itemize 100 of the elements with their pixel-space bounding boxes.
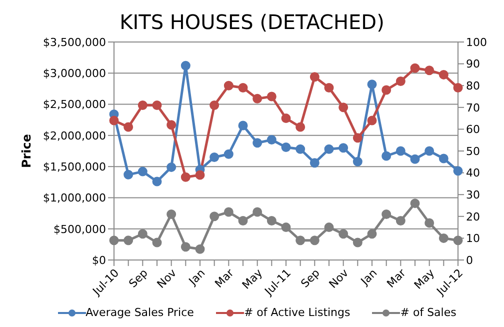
x-tick-label: Jan [358, 266, 380, 288]
point [352, 238, 362, 248]
point [352, 133, 362, 143]
point [324, 83, 334, 93]
point [124, 236, 134, 246]
point [238, 216, 248, 226]
chart-title: KITS HOUSES (DETACHED) [118, 9, 386, 36]
x-tick-label: Nov [154, 266, 180, 291]
point [124, 122, 134, 132]
point [138, 100, 148, 110]
y2-tick-label: 70 [466, 101, 480, 114]
y-tick-label: $2,500,000 [43, 98, 106, 112]
point [180, 60, 190, 70]
y2-tick-label: 30 [466, 188, 480, 202]
y-tick-label: $500,000 [54, 222, 106, 236]
point [166, 120, 176, 130]
y2-tick-label: 10 [466, 232, 480, 246]
point [138, 166, 148, 176]
point [252, 138, 262, 148]
y-axis-title: Price [19, 134, 34, 168]
y-tick-label: $3,000,000 [43, 67, 106, 80]
y-tick-label: $0 [92, 254, 106, 267]
point [296, 144, 306, 154]
y2-tick-label: 40 [466, 166, 480, 180]
point [180, 172, 190, 182]
y2-tick-label: 50 [466, 144, 480, 158]
legend-label: # of Active Listings [242, 306, 350, 319]
point [438, 233, 448, 243]
point [195, 244, 205, 254]
point [296, 122, 306, 132]
point [138, 229, 148, 239]
point [453, 83, 463, 93]
point [166, 162, 176, 172]
y-tick-label: $1,500,000 [43, 160, 106, 174]
point [266, 92, 276, 102]
point [424, 218, 434, 228]
legend-label: Average Sales Price [84, 306, 194, 319]
point [238, 120, 248, 130]
point [238, 83, 248, 93]
legend-label: # of Sales [399, 306, 456, 319]
point [367, 80, 377, 90]
point [310, 72, 320, 82]
point [210, 152, 220, 162]
point [382, 151, 392, 161]
point [424, 146, 434, 156]
point [210, 100, 220, 110]
point [252, 207, 262, 217]
y-tick-label: $3,500,000 [43, 36, 106, 49]
point [396, 76, 406, 86]
point [367, 229, 377, 239]
point [152, 100, 162, 110]
point [281, 142, 291, 152]
point [396, 216, 406, 226]
point [324, 144, 334, 154]
point [453, 166, 463, 176]
point [224, 80, 234, 90]
point [180, 242, 190, 252]
point [338, 143, 348, 153]
point [252, 94, 262, 104]
point [310, 236, 320, 246]
y2-tick-label: 60 [466, 123, 480, 136]
point [396, 146, 406, 156]
point [224, 149, 234, 159]
point [124, 170, 134, 180]
point [109, 116, 119, 126]
point [410, 63, 420, 73]
point [296, 236, 306, 246]
x-tick-label: Sep [126, 266, 150, 290]
point [266, 135, 276, 145]
point [310, 158, 320, 168]
point [338, 102, 348, 112]
point [382, 85, 392, 95]
y2-tick-label: 0 [466, 254, 473, 267]
y2-tick-label: 20 [466, 210, 480, 224]
x-tick-label: Mar [212, 266, 237, 290]
point [410, 198, 420, 208]
point [281, 222, 291, 232]
point [424, 66, 434, 76]
y2-tick-label: 90 [466, 58, 480, 71]
x-tick-label: Jan [186, 266, 208, 288]
y2-tick-label: 80 [466, 80, 480, 93]
point [410, 154, 420, 164]
point [453, 236, 463, 246]
point [338, 229, 348, 239]
point [266, 216, 276, 226]
point [438, 154, 448, 164]
y-tick-label: $2,000,000 [43, 129, 106, 142]
point [382, 209, 392, 219]
point [224, 207, 234, 217]
point [195, 170, 205, 180]
point [152, 238, 162, 248]
x-tick-label: Sep [298, 266, 322, 290]
point [324, 222, 334, 232]
y-tick-label: $1,000,000 [43, 192, 106, 205]
point [367, 116, 377, 126]
point [281, 114, 291, 124]
y2-tick-label: 100 [466, 36, 487, 49]
point [109, 236, 119, 246]
point [352, 156, 362, 166]
point [210, 212, 220, 222]
